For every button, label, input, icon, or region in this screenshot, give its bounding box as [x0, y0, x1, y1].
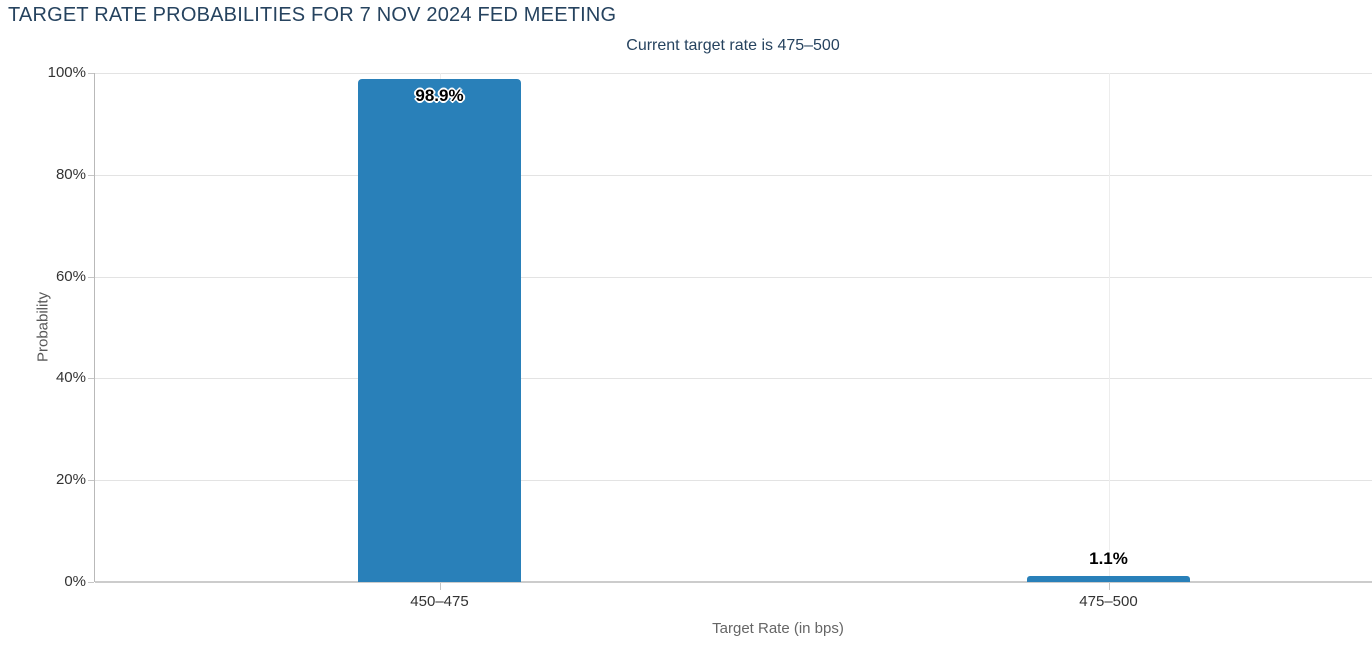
x-axis-tick — [440, 583, 441, 590]
bar-value-label: 98.9% — [415, 85, 464, 105]
y-tick-label: 0% — [64, 573, 86, 590]
bar-value-label: 1.1% — [1089, 549, 1128, 569]
gridline-horizontal — [95, 73, 1372, 74]
x-tick-label: 450–475 — [410, 593, 469, 610]
y-axis-tick — [88, 378, 94, 379]
x-axis-line — [95, 581, 1372, 583]
y-axis-tick — [88, 277, 94, 278]
probability-bar[interactable] — [358, 78, 521, 582]
x-axis-tick — [1109, 583, 1110, 590]
x-tick-label: 475–500 — [1079, 593, 1138, 610]
y-axis-tick — [88, 582, 94, 583]
gridline-horizontal — [95, 277, 1372, 278]
y-axis-title: Probability — [34, 291, 52, 363]
y-tick-label: 20% — [55, 471, 86, 488]
y-axis-line — [94, 73, 95, 582]
y-axis-tick — [88, 480, 94, 481]
gridline-horizontal — [95, 378, 1372, 379]
y-axis-tick — [88, 73, 94, 74]
gridline-horizontal — [95, 175, 1372, 176]
y-tick-label: 100% — [47, 64, 86, 81]
y-tick-label: 60% — [55, 268, 86, 285]
probability-bar[interactable] — [1027, 576, 1190, 582]
x-axis-title: Target Rate (in bps) — [712, 620, 844, 637]
gridline-horizontal — [95, 480, 1372, 481]
gridline-vertical — [1109, 73, 1110, 582]
y-tick-label: 80% — [55, 166, 86, 183]
chart-subtitle: Current target rate is 475–500 — [626, 37, 840, 54]
y-tick-label: 40% — [55, 369, 86, 386]
chart-title: TARGET RATE PROBABILITIES FOR 7 NOV 2024… — [8, 4, 617, 26]
y-axis-tick — [88, 175, 94, 176]
